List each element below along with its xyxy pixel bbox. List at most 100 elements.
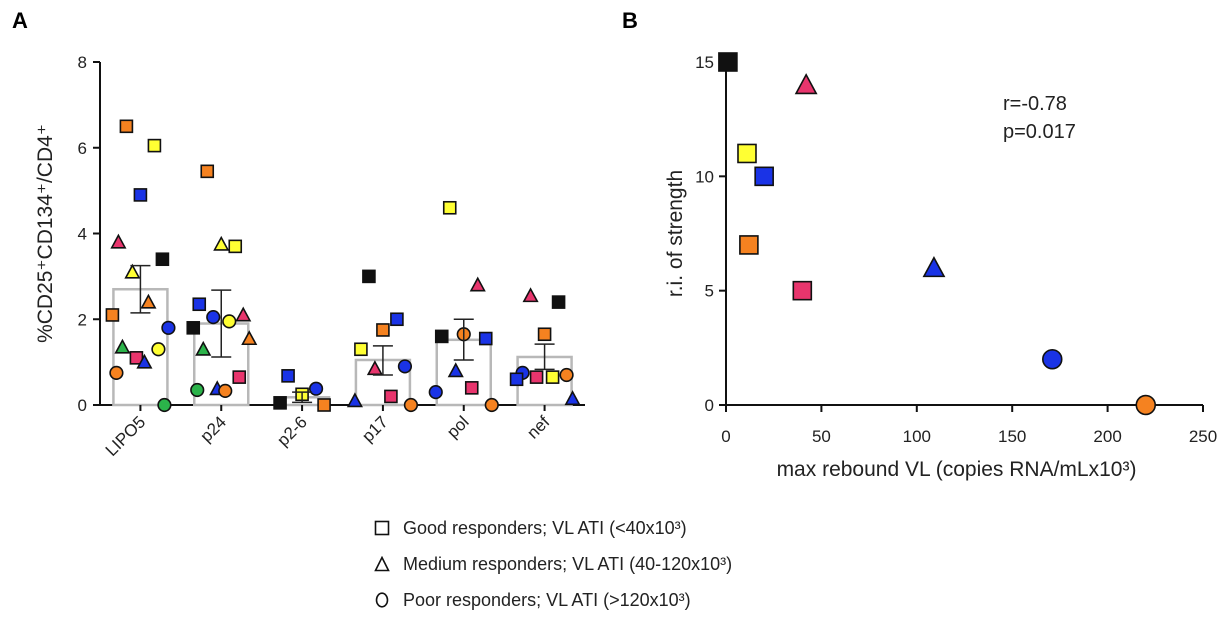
legend-item-poor: Poor responders; VL ATI (>120x10³)	[374, 582, 732, 618]
data-point	[447, 362, 464, 378]
legend: Good responders; VL ATI (<40x10³) Medium…	[374, 510, 732, 618]
scatter-point	[922, 256, 946, 278]
x-tick-label: 100	[903, 427, 931, 446]
data-point	[136, 353, 153, 369]
data-point	[403, 397, 419, 413]
data-point	[442, 200, 457, 215]
data-point	[551, 295, 566, 309]
y-axis-title: r.i. of strength	[664, 170, 687, 297]
data-point	[105, 308, 120, 322]
x-tick-label: p24	[197, 412, 230, 445]
data-point	[155, 252, 170, 267]
data-point	[362, 269, 376, 284]
data-point	[190, 382, 205, 398]
data-point	[397, 359, 413, 374]
data-point	[545, 370, 560, 384]
panel-b-letter: B	[622, 8, 638, 33]
data-point	[559, 367, 574, 383]
data-point	[241, 330, 258, 346]
panel-a-letter: A	[12, 8, 28, 33]
data-point	[235, 306, 252, 322]
square-icon	[374, 520, 390, 536]
correlation-p: p=0.017	[1003, 121, 1076, 143]
data-point	[564, 390, 581, 406]
data-point	[281, 369, 295, 383]
data-point	[529, 370, 544, 384]
legend-item-good: Good responders; VL ATI (<40x10³)	[374, 510, 732, 546]
data-point	[384, 389, 398, 404]
x-tick-label: 50	[812, 427, 831, 446]
legend-item-medium: Medium responders; VL ATI (40-120x10³)	[374, 546, 732, 582]
data-point	[317, 398, 331, 412]
y-tick-label: 0	[78, 396, 87, 415]
data-point	[186, 321, 201, 335]
y-axis-title: %CD25⁺CD134⁺/CD4⁺	[34, 124, 57, 343]
data-point	[213, 235, 230, 251]
data-point	[464, 381, 479, 395]
data-point	[434, 329, 449, 344]
scatter-point	[718, 52, 738, 72]
data-point	[157, 397, 172, 413]
x-axis-title: max rebound VL (copies RNA/mLx10³)	[777, 458, 1137, 481]
data-point	[222, 314, 237, 329]
circle-icon	[375, 592, 389, 608]
data-point	[469, 276, 486, 292]
scatter-point	[792, 280, 813, 301]
scatter-point	[794, 73, 818, 95]
panel-a-chart: 0 2 4 6 8 %CD25⁺CD134⁺/CD4⁺ LIPO5 p24 p2-6 p17 pol…	[34, 53, 585, 460]
data-point	[354, 342, 368, 357]
data-point	[509, 372, 524, 387]
y-tick-label: 0	[705, 396, 714, 415]
data-point	[192, 297, 207, 312]
x-tick-label: p17	[358, 412, 391, 445]
data-point	[390, 312, 404, 327]
scatter-point	[737, 143, 757, 164]
data-point	[151, 342, 166, 357]
y-tick-label: 6	[78, 139, 87, 158]
data-point	[522, 287, 539, 303]
data-point	[109, 365, 124, 380]
scatter-point	[1042, 349, 1063, 370]
y-tick-label: 5	[705, 282, 714, 301]
data-point	[195, 340, 212, 356]
scatter-point	[739, 235, 759, 255]
triangle-icon	[374, 556, 390, 572]
y-tick-label: 8	[78, 53, 87, 72]
x-tick-label: pol	[443, 412, 472, 441]
data-point	[366, 360, 383, 376]
data-point	[346, 392, 363, 408]
legend-label-medium: Medium responders; VL ATI (40-120x10³)	[403, 553, 733, 574]
data-point	[110, 233, 127, 249]
scatter-point	[1135, 394, 1157, 416]
data-point	[218, 383, 233, 398]
data-point	[428, 385, 443, 400]
y-tick-label: 10	[695, 167, 714, 186]
data-point	[147, 138, 162, 153]
data-point	[133, 188, 148, 202]
y-tick-label: 4	[78, 225, 87, 244]
data-point	[124, 263, 141, 279]
data-point	[161, 320, 176, 335]
data-point	[206, 310, 221, 325]
x-tick-label: 200	[1093, 427, 1121, 446]
data-point	[140, 293, 157, 309]
data-point	[376, 323, 390, 337]
correlation-r: r=-0.78	[1003, 93, 1067, 115]
data-point	[228, 239, 243, 254]
scatter-point	[754, 166, 774, 187]
legend-label-good: Good responders; VL ATI (<40x10³)	[403, 517, 687, 538]
data-point	[308, 381, 324, 396]
x-tick-label: 0	[721, 427, 730, 446]
data-point	[114, 338, 131, 354]
data-point	[200, 164, 215, 179]
data-point	[537, 327, 552, 342]
data-point	[273, 396, 287, 410]
y-tick-label: 2	[78, 310, 87, 329]
data-point	[478, 331, 493, 346]
data-point	[232, 370, 247, 384]
x-tick-label: p2-6	[273, 412, 310, 449]
x-tick-label: LIPO5	[102, 412, 150, 460]
x-tick-label: nef	[523, 412, 553, 442]
